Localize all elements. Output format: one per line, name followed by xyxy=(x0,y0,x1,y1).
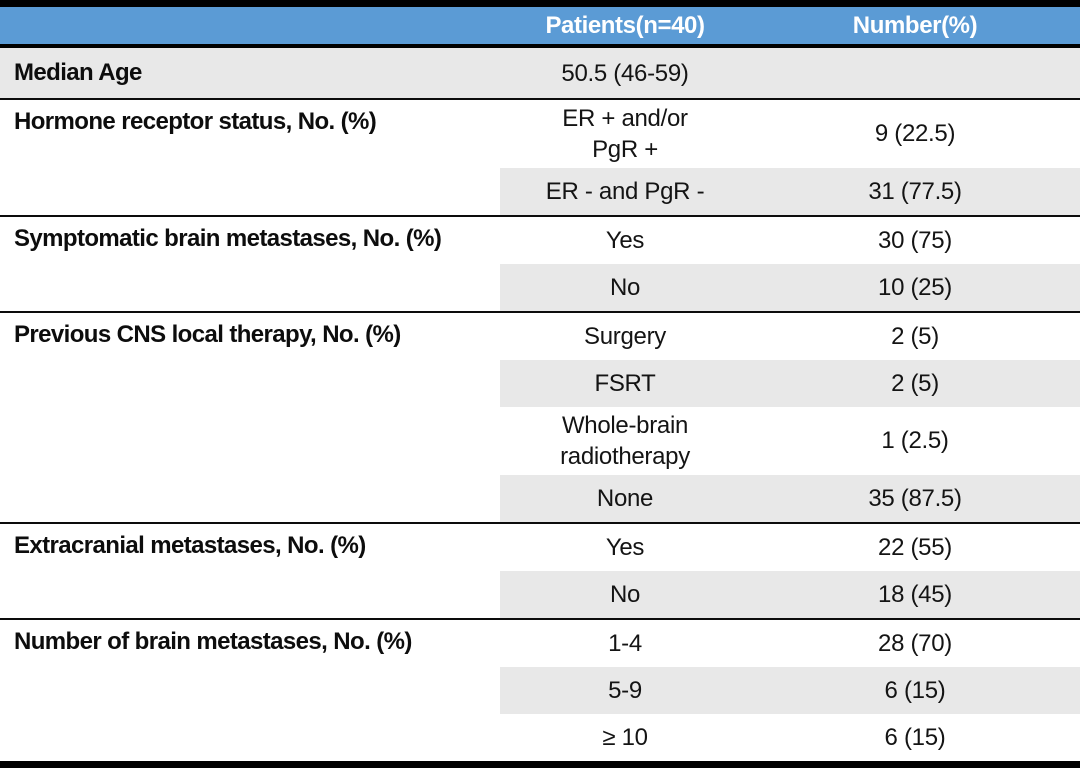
table-row: ER + and/or PgR + 9 (22.5) xyxy=(500,100,1080,168)
table-section: Symptomatic brain metastases, No. (%) Yes… xyxy=(0,215,1080,311)
value-line: None xyxy=(596,485,654,512)
number-cell xyxy=(750,48,1080,98)
table-section: Previous CNS local therapy, No. (%) Surge… xyxy=(0,311,1080,522)
table-row: FSRT 2 (5) xyxy=(500,360,1080,407)
table-section: Number of brain metastases, No. (%) 1-4 28… xyxy=(0,618,1080,761)
number-cell: 30 (75) xyxy=(878,226,952,254)
section-rows: 1-4 28 (70) 5-9 6 (15) ≥ 10 6 (15) xyxy=(500,620,1080,761)
table-body: Median Age 50.5 (46-59) Hormone receptor s… xyxy=(0,48,1080,761)
table-row: No 18 (45) xyxy=(500,571,1080,618)
value-line: 50.5 (46-59) xyxy=(561,59,689,87)
value-cell: Whole-brain radiotherapy xyxy=(500,407,750,475)
table-section: Hormone receptor status, No. (%) ER + and… xyxy=(0,98,1080,215)
header-patients-cell: Patients(n=40) xyxy=(545,11,705,39)
value-cell: Yes xyxy=(500,217,750,264)
section-rows: ER + and/or PgR + 9 (22.5) ER - and PgR - 31… xyxy=(500,100,1080,215)
number-cell: 28 (70) xyxy=(878,629,952,657)
value-cell: No xyxy=(500,264,750,311)
table-header-row: Patients(n=40) Number(%) xyxy=(0,7,1080,44)
table-row: 50.5 (46-59) xyxy=(500,48,1080,98)
section-rows: Yes 30 (75) No 10 (25) xyxy=(500,217,1080,311)
table-row: No 10 (25) xyxy=(500,264,1080,311)
table-row: ER - and PgR - 31 (77.5) xyxy=(500,168,1080,215)
value-cell: Surgery xyxy=(500,313,750,360)
table-row: ≥ 10 6 (15) xyxy=(500,714,1080,761)
number-cell: 22 (55) xyxy=(878,533,952,561)
number-cell: 2 (5) xyxy=(891,369,939,397)
number-cell: 9 (22.5) xyxy=(874,120,956,147)
section-rows: Yes 22 (55) No 18 (45) xyxy=(500,524,1080,618)
section-label: Hormone receptor status, No. (%) xyxy=(14,108,377,135)
header-bottom-rule xyxy=(0,44,1080,48)
value-line: ER - and PgR - xyxy=(545,178,705,205)
value-cell: ER + and/or PgR + xyxy=(500,100,750,168)
number-cell: 6 (15) xyxy=(884,676,946,704)
table-row: 1-4 28 (70) xyxy=(500,620,1080,667)
number-cell: 18 (45) xyxy=(878,580,952,608)
section-label: Extracranial metastases, No. (%) xyxy=(14,532,366,559)
table-row: 5-9 6 (15) xyxy=(500,667,1080,714)
value-cell: 1-4 xyxy=(500,620,750,667)
table-section: Median Age 50.5 (46-59) xyxy=(0,48,1080,98)
value-line: Whole-brain xyxy=(561,412,689,439)
value-cell: 50.5 (46-59) xyxy=(500,48,750,98)
table-bottom-rule xyxy=(0,761,1080,768)
section-label: Median Age xyxy=(14,59,142,86)
table-row: Surgery 2 (5) xyxy=(500,313,1080,360)
number-cell: 2 (5) xyxy=(891,322,939,350)
section-label: Symptomatic brain metastases, No. (%) xyxy=(14,225,442,252)
header-number-cell: Number(%) xyxy=(852,11,978,39)
value-cell: None xyxy=(500,475,750,522)
value-cell: FSRT xyxy=(500,360,750,407)
value-cell: No xyxy=(500,571,750,618)
section-label: Previous CNS local therapy, No. (%) xyxy=(14,321,401,348)
table-row: Whole-brain radiotherapy 1 (2.5) xyxy=(500,407,1080,475)
number-cell: 6 (15) xyxy=(884,723,946,751)
value-line: Yes xyxy=(605,227,645,254)
value-line: radiotherapy xyxy=(560,443,690,470)
value-line: No xyxy=(609,274,641,301)
value-line: FSRT xyxy=(594,370,656,397)
value-line: 5-9 xyxy=(608,677,642,704)
number-cell: 35 (87.5) xyxy=(868,484,962,512)
table-top-rule xyxy=(0,0,1080,7)
number-cell: 31 (77.5) xyxy=(868,177,962,205)
value-line: Surgery xyxy=(584,323,666,350)
table-row: Yes 22 (55) xyxy=(500,524,1080,571)
value-cell: Yes xyxy=(500,524,750,571)
number-cell: 10 (25) xyxy=(878,273,952,301)
value-line: ER + and/or xyxy=(562,105,688,132)
value-cell: ER - and PgR - xyxy=(500,168,750,215)
table-row: None 35 (87.5) xyxy=(500,475,1080,522)
section-rows: Surgery 2 (5) FSRT 2 (5) Whole-brain radiothe… xyxy=(500,313,1080,522)
section-label: Number of brain metastases, No. (%) xyxy=(14,628,412,655)
value-line: PgR + xyxy=(592,136,658,163)
table-section: Extracranial metastases, No. (%) Yes 22 (5… xyxy=(0,522,1080,618)
section-rows: 50.5 (46-59) xyxy=(500,48,1080,98)
value-cell: 5-9 xyxy=(500,667,750,714)
value-line: No xyxy=(609,581,641,608)
table-row: Yes 30 (75) xyxy=(500,217,1080,264)
value-line: 1-4 xyxy=(608,630,642,657)
value-line: Yes xyxy=(605,534,645,561)
number-cell: 1 (2.5) xyxy=(881,427,949,454)
value-line: ≥ 10 xyxy=(602,724,648,751)
value-cell: ≥ 10 xyxy=(500,714,750,761)
